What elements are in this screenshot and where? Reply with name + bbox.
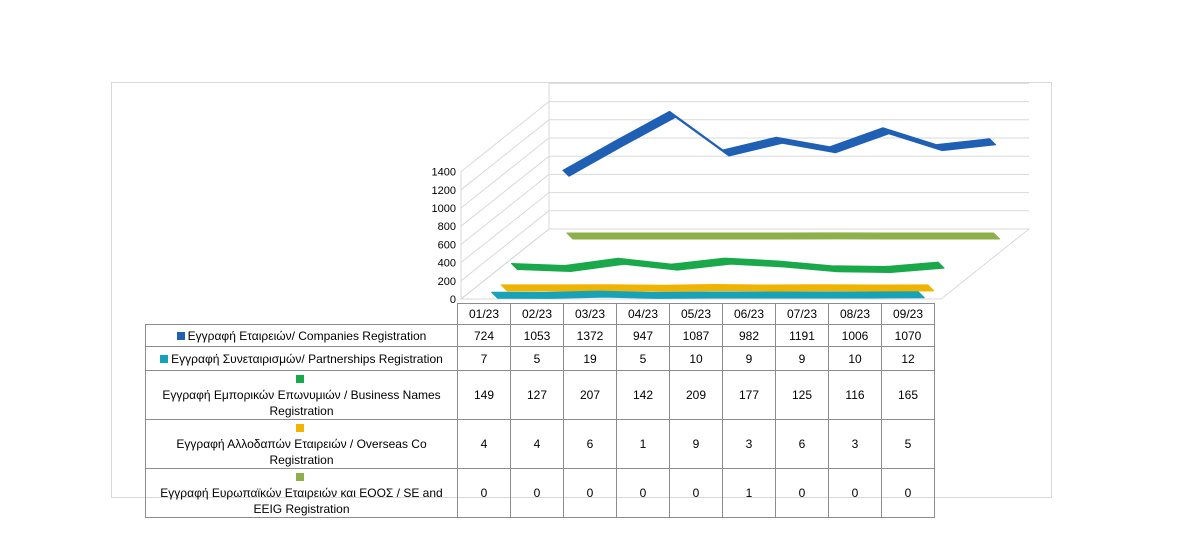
series-ribbon [500,283,935,292]
series-ribbon [491,290,925,299]
table-row: Εγγραφή Ευρωπαϊκών Εταιρειών και ΕΟΟΣ / … [145,468,935,518]
x-tick-label: 02/23 [510,303,564,325]
data-label: 207 [563,370,617,420]
y-tick-label: 400 [438,258,456,270]
data-label: 5 [881,419,935,469]
data-label: 116 [828,370,882,420]
chart-plot: 0 200 400 600 800 1000 1200 1400 [432,83,1031,303]
x-tick-label: 05/23 [669,303,723,325]
data-label: 0 [881,468,935,518]
x-tick-label: 01/23 [457,303,511,325]
legend-swatch [160,354,169,363]
y-tick-label: 200 [438,276,456,288]
table-corner [146,304,458,325]
data-label: 9 [775,346,829,371]
legend-entry: Εγγραφή Ευρωπαϊκών Εταιρειών και ΕΟΟΣ / … [145,468,458,518]
data-label: 0 [828,468,882,518]
data-label: 177 [722,370,776,420]
data-label: 982 [722,324,776,347]
series-name: Εγγραφή Αλλοδαπών Εταιρειών / Overseas C… [176,437,427,467]
y-tick-label: 1200 [432,185,456,197]
series-name: Εγγραφή Εταιρειών/ Companies Registratio… [187,328,427,343]
data-label: 947 [616,324,670,347]
y-tick-label: 0 [450,294,456,303]
gridline [460,192,1029,263]
data-label: 724 [457,324,511,347]
data-label: 1006 [828,324,882,347]
data-label: 0 [510,468,564,518]
data-label: 142 [616,370,670,420]
legend-swatch [296,473,304,481]
data-label: 3 [828,419,882,469]
data-label: 1070 [881,324,935,347]
data-label: 1372 [563,324,617,347]
data-label: 4 [510,419,564,469]
gridline [460,101,1029,172]
table-row: Εγγραφή Εταιρειών/ Companies Registratio… [145,324,935,347]
data-label: 9 [669,419,723,469]
data-label: 209 [669,370,723,420]
data-label: 6 [563,419,617,469]
data-label: 10 [828,346,882,371]
series-name: Εγγραφή Συνεταιρισμών/ Partnerships Regi… [171,351,443,366]
y-tick-label: 600 [438,239,456,251]
gridline [460,155,1029,227]
data-label: 1053 [510,324,564,347]
x-tick-label: 09/23 [881,303,935,325]
data-label: 0 [775,468,829,518]
table-row: Εγγραφή Εμπορικών Επωνυμιών / Business N… [145,370,935,420]
data-label: 0 [616,468,670,518]
table-row: Εγγραφή Αλλοδαπών Εταιρειών / Overseas C… [145,419,935,469]
x-tick-label: 04/23 [616,303,670,325]
data-label: 127 [510,370,564,420]
data-label: 9 [722,346,776,371]
data-label: 5 [510,346,564,371]
series-name: Εγγραφή Εμπορικών Επωνυμιών / Business N… [162,388,441,418]
data-label: 5 [616,346,670,371]
data-label: 3 [722,419,776,469]
x-tick-label: 03/23 [563,303,617,325]
data-label: 1087 [669,324,723,347]
data-label: 12 [881,346,935,371]
series-name: Εγγραφή Ευρωπαϊκών Εταιρειών και ΕΟΟΣ / … [160,486,443,516]
legend-entry: Εγγραφή Αλλοδαπών Εταιρειών / Overseas C… [145,419,458,469]
legend-entry: Εγγραφή Εταιρειών/ Companies Registratio… [145,324,458,347]
data-label: 1191 [775,324,829,347]
data-label: 10 [669,346,723,371]
data-label: 165 [881,370,935,420]
x-tick-label: 07/23 [775,303,829,325]
x-tick-label: 06/23 [722,303,776,325]
table-row: Εγγραφή Συνεταιρισμών/ Partnerships Regi… [145,346,935,371]
legend-entry: Εγγραφή Συνεταιρισμών/ Partnerships Regi… [145,346,458,371]
y-tick-label: 1400 [432,167,456,179]
x-tick-label: 08/23 [828,303,882,325]
data-label: 19 [563,346,617,371]
data-label: 7 [457,346,511,371]
data-label: 0 [669,468,723,518]
y-tick-label: 1000 [432,203,456,215]
series-ribbon [510,257,945,274]
data-label: 1 [616,419,670,469]
data-label: 149 [457,370,511,420]
data-table: 01/23 02/23 03/23 04/23 05/23 06/23 07/23 08/23… [145,303,935,518]
data-label: 6 [775,419,829,469]
legend-swatch [296,424,304,432]
y-tick-label: 800 [438,221,456,233]
data-label: 4 [457,419,511,469]
legend-entry: Εγγραφή Εμπορικών Επωνυμιών / Business N… [145,370,458,420]
data-label: 0 [457,468,511,518]
data-label: 1 [722,468,776,518]
floor [459,228,1031,300]
legend-swatch [176,331,185,340]
series-ribbon [562,110,997,177]
legend-swatch [296,375,304,383]
table-header-row: 01/23 02/23 03/23 04/23 05/23 06/23 07/23 08/23… [146,303,935,325]
data-label: 125 [775,370,829,420]
gridline [460,119,1029,191]
data-label: 0 [563,468,617,518]
